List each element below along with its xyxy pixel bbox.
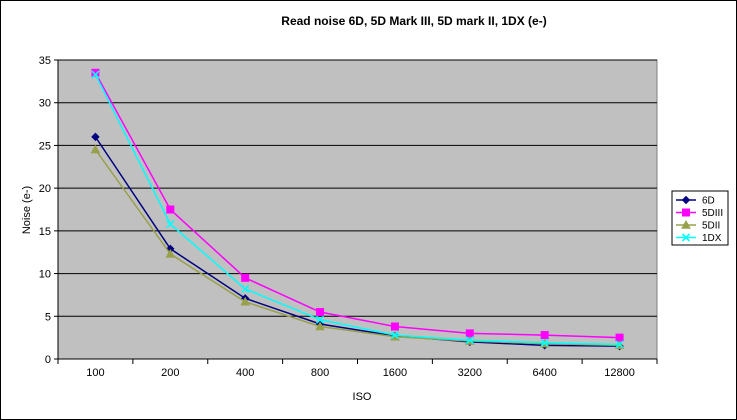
plot-area	[57, 59, 658, 360]
series-line-1dx	[94, 74, 620, 346]
legend-label-6d: 6D	[702, 196, 715, 207]
y-tick-label: 30	[39, 98, 51, 110]
x-tick-label: 1600	[383, 367, 407, 379]
data-point-5diii	[241, 273, 250, 282]
legend-marker-1dx	[681, 233, 691, 242]
legend-item-5diii: 5DIII	[676, 208, 723, 219]
y-tick-label: 15	[39, 226, 51, 238]
y-tick-label: 35	[39, 55, 51, 67]
legend-item-1dx: 1DX	[676, 233, 722, 244]
y-tick-label: 25	[39, 140, 51, 152]
x-tick-label: 3200	[458, 367, 482, 379]
data-point-1dx	[615, 340, 624, 349]
legend-marker-6d	[681, 195, 691, 205]
grid-layer	[58, 59, 657, 317]
x-tick-label: 800	[311, 367, 329, 379]
data-point-5diii	[390, 322, 399, 331]
data-point-6d	[91, 132, 100, 142]
data-point-5diii	[166, 205, 175, 214]
y-tick-label: 20	[39, 183, 51, 195]
data-point-5dii	[165, 248, 176, 258]
y-tick-label: 0	[45, 354, 51, 366]
series-1dx	[91, 70, 624, 349]
series-line-6d	[94, 136, 620, 347]
data-point-5dii	[90, 144, 101, 154]
data-point-5dii	[240, 296, 251, 306]
legend-label-5diii: 5DIII	[702, 208, 723, 219]
axis-layer: 0 5 10 15 20 25 30 35 100 200 400 800 1600 3200 6400 12…	[39, 55, 658, 379]
legend-label-1dx: 1DX	[702, 233, 722, 244]
x-tick-label: 200	[161, 367, 179, 379]
data-point-5diii	[316, 308, 325, 317]
x-tick-label: 12800	[604, 367, 635, 379]
data-point-5diii	[540, 331, 549, 340]
data-point-5diii	[465, 329, 474, 338]
data-point-5diii	[91, 68, 100, 77]
data-point-5diii	[615, 333, 624, 342]
y-tick-label: 10	[39, 269, 51, 281]
legend-label-5dii: 5DII	[702, 221, 720, 232]
legend-item-6d: 6D	[676, 196, 715, 207]
chart-title: Read noise 6D, 5D Mark III, 5D mark II, …	[281, 14, 546, 28]
data-point-1dx	[540, 338, 549, 347]
series-layer	[90, 68, 625, 351]
data-point-5dii	[315, 321, 325, 331]
data-point-1dx	[241, 284, 250, 294]
x-axis-label: ISO	[353, 391, 372, 403]
legend-item-5dii: 5DII	[676, 219, 720, 232]
legend-marker-5diii	[682, 208, 690, 217]
x-tick-label: 100	[86, 367, 104, 379]
data-point-1dx	[166, 219, 175, 229]
x-tick-label: 6400	[532, 367, 556, 379]
series-line-5dii	[94, 149, 620, 347]
y-axis-label: Noise (e-)	[21, 186, 33, 234]
data-point-1dx	[91, 70, 100, 79]
data-point-1dx	[315, 315, 325, 324]
series-line-5diii	[94, 72, 620, 339]
legend-marker-5dii	[681, 219, 691, 229]
x-tick-label: 400	[236, 367, 254, 379]
y-tick-label: 5	[45, 311, 51, 323]
data-point-1dx	[390, 331, 400, 340]
data-point-1dx	[465, 336, 474, 345]
